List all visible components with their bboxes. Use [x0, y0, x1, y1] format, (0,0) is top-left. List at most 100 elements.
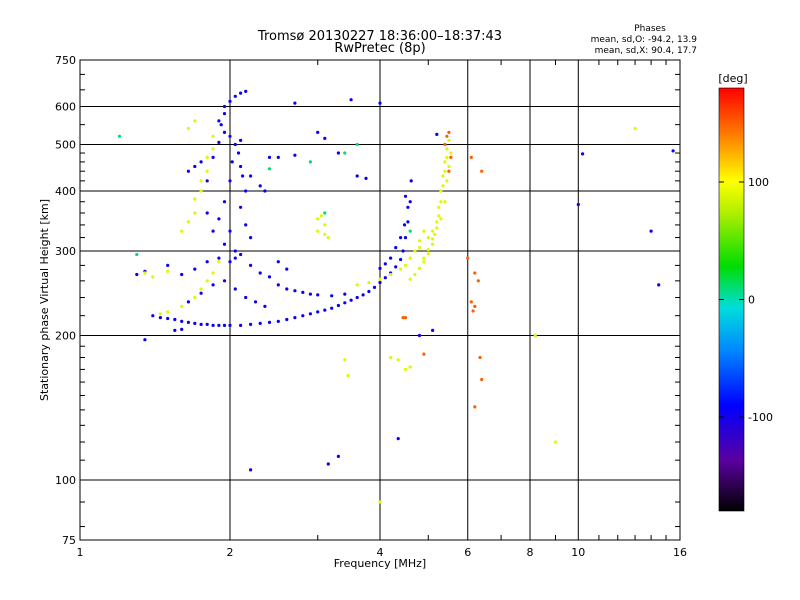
data-point [316, 130, 320, 134]
data-point [186, 300, 190, 304]
data-point [244, 223, 248, 227]
data-point [193, 267, 197, 271]
data-point [249, 263, 253, 267]
data-point [323, 308, 327, 312]
data-point [426, 252, 430, 256]
data-point [399, 257, 403, 262]
data-point [267, 275, 272, 279]
data-point [319, 214, 323, 218]
data-point [308, 292, 312, 296]
data-point [285, 317, 289, 322]
data-point [222, 104, 227, 109]
data-point [349, 98, 353, 102]
data-point [422, 256, 426, 260]
data-point [439, 189, 443, 193]
data-point [166, 310, 170, 314]
data-point [205, 322, 209, 326]
data-point [205, 155, 209, 159]
data-point [173, 328, 177, 332]
data-point [151, 314, 155, 318]
data-point [253, 300, 258, 304]
data-point [233, 287, 237, 291]
data-point [151, 275, 155, 279]
x-tick-label: 1 [77, 546, 84, 559]
data-point [443, 142, 447, 147]
data-point [180, 327, 184, 331]
data-point [469, 155, 473, 159]
data-point [399, 236, 403, 240]
data-point [401, 316, 405, 320]
data-point [426, 248, 430, 252]
data-point [401, 249, 405, 253]
data-point [361, 293, 365, 297]
data-point [409, 179, 413, 183]
data-point [217, 260, 221, 264]
data-point [437, 205, 441, 209]
data-point [293, 101, 297, 105]
y-tick-label: 75 [62, 534, 76, 547]
data-point [422, 260, 426, 264]
data-point [222, 279, 227, 283]
grid-lines [80, 60, 680, 540]
data-point [180, 229, 184, 233]
data-point [336, 151, 340, 155]
data-point [228, 99, 232, 103]
data-point [217, 256, 221, 260]
data-point [267, 167, 272, 171]
data-point [469, 300, 473, 304]
plot-frame [79, 59, 681, 541]
data-point [199, 189, 203, 193]
data-point [435, 226, 439, 230]
data-point [211, 134, 215, 138]
data-point [222, 200, 227, 204]
data-point [408, 200, 412, 204]
data-point [383, 276, 387, 280]
data-point [205, 211, 209, 215]
data-point [211, 155, 215, 159]
data-point [323, 211, 327, 215]
data-point [267, 155, 272, 159]
data-point [422, 229, 426, 233]
data-point [378, 277, 382, 281]
data-point [308, 160, 312, 164]
y-tick-label: 600 [55, 101, 76, 114]
data-point [378, 101, 382, 105]
data-point [657, 283, 661, 287]
data-point [293, 289, 297, 293]
x-tick-label: 2 [227, 546, 234, 559]
data-point [258, 184, 262, 188]
data-point [173, 317, 177, 322]
data-point [316, 310, 320, 314]
data-point [431, 242, 435, 246]
data-point [293, 316, 297, 320]
data-point [445, 179, 449, 183]
data-point [431, 229, 435, 233]
x-axis-label: Frequency [MHz] [334, 557, 426, 570]
data-point [186, 126, 190, 131]
data-point [364, 176, 368, 180]
data-point [316, 293, 320, 297]
data-point [301, 290, 305, 294]
y-axis-label: Stationary phase Virtual Height [km] [38, 199, 51, 401]
data-point [367, 280, 371, 285]
data-point [158, 316, 162, 320]
x-tick-label: 6 [464, 546, 471, 559]
data-point [389, 256, 393, 260]
data-point [439, 217, 443, 221]
data-point [447, 138, 451, 142]
data-point [166, 269, 170, 273]
data-point [205, 279, 209, 283]
data-point [323, 232, 327, 236]
data-point [217, 140, 221, 144]
data-point [228, 179, 232, 183]
data-point [441, 184, 445, 188]
data-point [263, 189, 267, 193]
data-point [241, 174, 245, 178]
data-point [222, 242, 227, 246]
data-point [399, 267, 403, 271]
data-point [478, 355, 482, 360]
data-point [135, 252, 139, 257]
colorbar-label: [deg] [718, 72, 747, 85]
data-point [249, 322, 253, 326]
data-point [355, 283, 359, 287]
